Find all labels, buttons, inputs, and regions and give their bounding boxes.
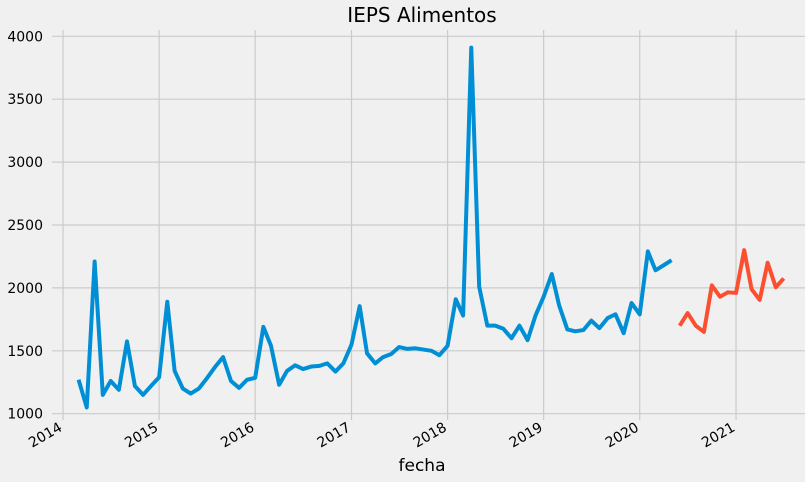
- y-tick-label: 2500: [7, 218, 43, 234]
- y-tick-label: 3500: [7, 92, 43, 108]
- y-tick-label: 4000: [7, 29, 43, 45]
- series-lines: [76, 45, 786, 410]
- series-line-2: [678, 248, 786, 334]
- x-axis-label: fecha: [399, 456, 446, 476]
- series-line-1: [76, 45, 673, 410]
- y-tick-labels: 1000 1500 2000 2500 3000 3500 4000: [7, 29, 43, 422]
- y-tick-label: 1000: [7, 407, 43, 423]
- y-tick-label: 3000: [7, 155, 43, 171]
- y-tick-label: 2000: [7, 281, 43, 297]
- x-gridlines: [62, 30, 737, 420]
- y-tick-label: 1500: [7, 344, 43, 360]
- y-gridlines: [52, 35, 805, 415]
- chart-title: IEPS Alimentos: [347, 3, 496, 27]
